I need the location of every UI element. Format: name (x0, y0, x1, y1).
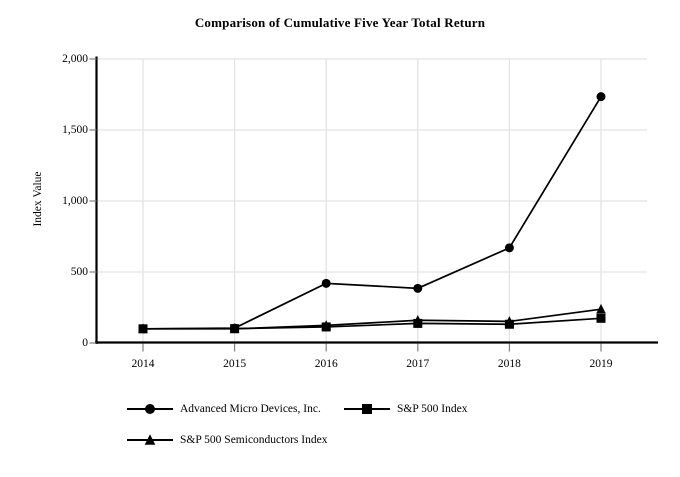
legend-item-semiconductors: S&P 500 Semiconductors Index (127, 432, 327, 448)
y-axis-tick-label: 0 (82, 336, 88, 349)
series-markers-0 (138, 92, 606, 334)
y-axis-tick-label: 500 (70, 265, 88, 278)
legend-label-sp500: S&P 500 Index (397, 403, 468, 415)
square-marker-icon (344, 404, 390, 414)
legend-label-semiconductors: S&P 500 Semiconductors Index (180, 434, 328, 446)
x-axis-tick-label: 2019 (589, 358, 613, 370)
y-axis-tick-label: 2,000 (62, 52, 88, 65)
chart-title: Comparison of Cumulative Five Year Total… (194, 15, 486, 30)
series-line-0 (142, 96, 602, 330)
x-axis-tick-label: 2016 (314, 358, 338, 370)
tick-marks (89, 58, 602, 352)
legend-item-sp500: S&P 500 Index (344, 401, 468, 417)
legend-item-amd: Advanced Micro Devices, Inc. (127, 401, 321, 417)
gridlines (97, 58, 647, 343)
y-axis-tick-label: 1,500 (62, 123, 88, 136)
legend-label-amd: Advanced Micro Devices, Inc. (180, 403, 321, 415)
axes (95, 56, 658, 344)
x-axis-tick-label: 2018 (497, 358, 521, 370)
circle-marker-icon (127, 404, 173, 414)
triangle-marker-icon (127, 434, 173, 445)
series-line-2 (143, 308, 602, 330)
y-axis-tick-label: 1,000 (62, 194, 88, 207)
x-axis-tick-label: 2014 (131, 358, 155, 370)
x-axis-tick-label: 2015 (223, 358, 247, 370)
x-axis-tick-label: 2017 (406, 358, 430, 370)
series-markers-2 (138, 303, 606, 334)
